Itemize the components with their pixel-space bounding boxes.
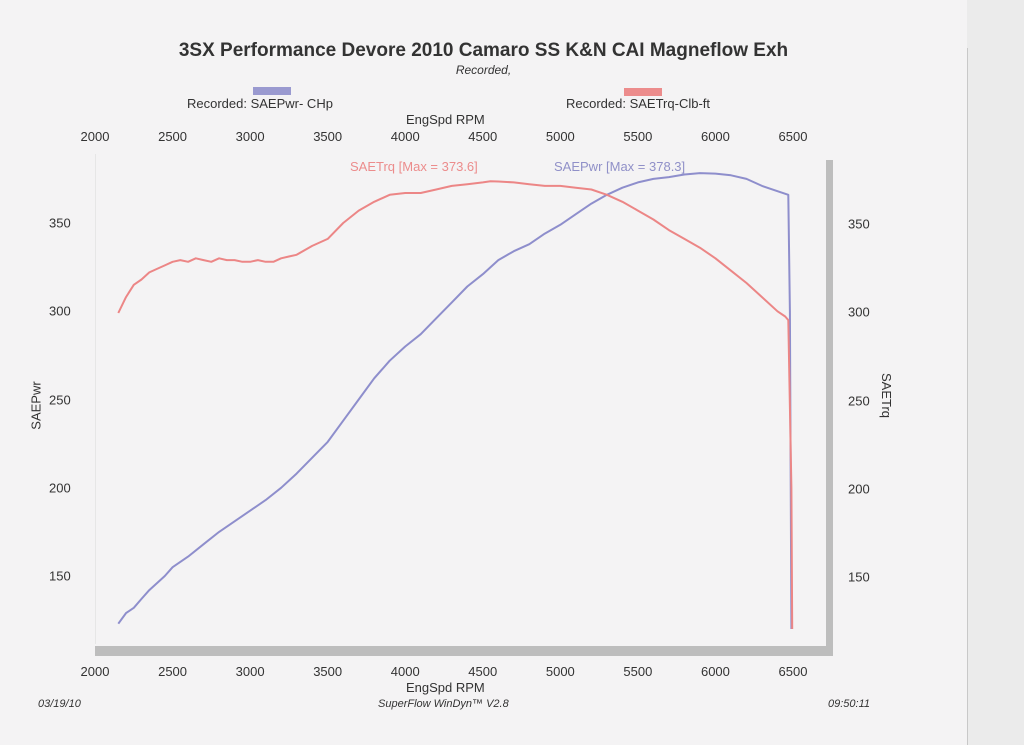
plot-shadow-bottom: [95, 646, 833, 656]
legend-swatch-torque: [624, 88, 662, 96]
x-tick-top-5500: 5500: [623, 129, 653, 144]
y-tick-left-200: 200: [49, 480, 71, 496]
x-tick-bottom-5500: 5500: [623, 664, 653, 679]
y-tick-left-300: 300: [49, 303, 71, 319]
y-tick-right-150: 150: [848, 569, 870, 585]
plot-shadow-right: [826, 160, 833, 656]
y-tick-right-250: 250: [848, 393, 870, 408]
legend-label-torque: Recorded: SAETrq-Clb-ft: [566, 96, 711, 111]
x-tick-bottom-6000: 6000: [700, 664, 730, 679]
x-tick-bottom-2500: 2500: [158, 664, 188, 679]
x-tick-top-4500: 4500: [468, 129, 498, 144]
x-tick-bottom-6500: 6500: [778, 664, 808, 679]
chart-subtitle: Recorded,: [455, 63, 512, 77]
x-tick-bottom-4000: 4000: [390, 664, 420, 679]
x-axis-title-top: EngSpd RPM: [406, 112, 485, 127]
y-tick-right-300: 300: [848, 304, 870, 320]
x-tick-top-6000: 6000: [700, 129, 730, 144]
x-tick-top-2000: 2000: [80, 129, 110, 144]
legend-swatch-power: [253, 87, 291, 95]
y-tick-left-350: 350: [49, 215, 71, 231]
x-tick-top-4000: 4000: [390, 129, 420, 144]
series-line-saetrq: [117, 180, 794, 630]
x-tick-bottom-4500: 4500: [468, 664, 498, 679]
y-tick-left-150: 150: [49, 568, 71, 584]
chart-title: 3SX Performance Devore 2010 Camaro SS K&…: [178, 40, 789, 61]
footer-software: SuperFlow WinDyn™ V2.8: [378, 698, 509, 710]
annotation-power-max: SAEPwr [Max = 378.3]: [554, 159, 685, 174]
legend-label-power: Recorded: SAEPwr- CHp: [187, 96, 333, 111]
x-tick-top-2500: 2500: [158, 129, 188, 144]
x-tick-bottom-3000: 3000: [235, 664, 265, 679]
x-tick-bottom-3500: 3500: [313, 664, 343, 679]
footer-time: 09:50:11: [828, 698, 871, 710]
paper-edge: [967, 48, 968, 745]
y-tick-left-250: 250: [49, 392, 71, 407]
x-tick-top-3500: 3500: [313, 129, 343, 144]
x-tick-bottom-2000: 2000: [80, 664, 110, 679]
footer-date: 03/19/10: [38, 698, 81, 710]
annotation-torque-max: SAETrq [Max = 373.6]: [350, 159, 478, 174]
x-tick-top-6500: 6500: [778, 129, 808, 144]
x-tick-top-3000: 3000: [235, 129, 265, 144]
x-axis-title-bottom: EngSpd RPM: [406, 680, 485, 695]
y-tick-right-350: 350: [848, 216, 870, 232]
paper-background: [0, 0, 967, 745]
plot-frame-left: [95, 154, 96, 644]
y-tick-right-200: 200: [848, 481, 870, 497]
x-tick-top-5000: 5000: [545, 129, 575, 144]
x-tick-bottom-5000: 5000: [545, 664, 575, 679]
series-line-saepwr: [117, 172, 793, 630]
